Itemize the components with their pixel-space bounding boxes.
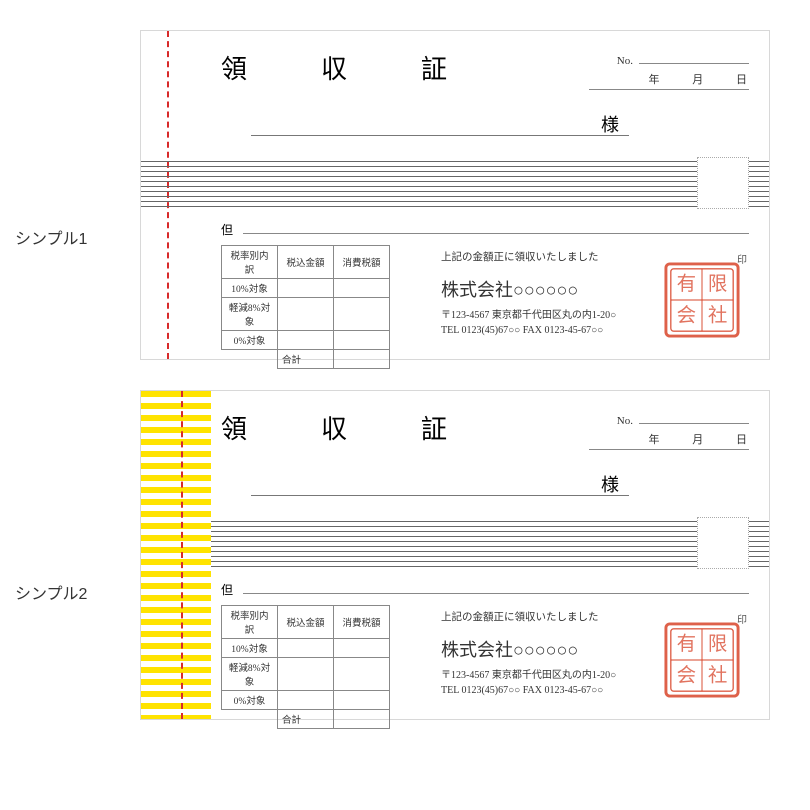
tax-row-3: 0%対象 (222, 331, 278, 350)
sama-label: 様 (601, 111, 619, 137)
tax-total-label: 合計 (278, 350, 334, 369)
recipient-line (251, 495, 629, 496)
svg-text:社: 社 (708, 304, 728, 326)
year-label: 年 (649, 434, 660, 446)
year-label: 年 (649, 74, 660, 86)
tax-breakdown-table: 税率別内訳 税込金額 消費税額 10%対象 軽減8%対象 0%対象 合計 (221, 245, 390, 369)
tax-row-2: 軽減8%対象 (222, 658, 278, 691)
no-label: No. (617, 415, 633, 427)
svg-text:有: 有 (677, 633, 697, 655)
company-seal-icon: 有 限 会 社 (663, 261, 741, 339)
month-label: 月 (692, 434, 703, 446)
company-seal-icon: 有 限 会 社 (663, 621, 741, 699)
month-label: 月 (692, 74, 703, 86)
svg-text:限: 限 (708, 633, 728, 655)
design-label-2: シンプル2 (15, 580, 87, 604)
svg-text:有: 有 (677, 273, 697, 295)
amount-ruled-band (141, 161, 769, 207)
but-label: 但 (221, 581, 233, 598)
no-label: No. (617, 55, 633, 67)
svg-text:限: 限 (708, 273, 728, 295)
amount-ruled-band (211, 521, 769, 567)
revenue-stamp-box (697, 157, 749, 209)
receipt-simple-1: 領 収 証 No. 年 月 日 様 但 税率別内訳 税込金額 消費税額 (140, 30, 770, 360)
but-label: 但 (221, 221, 233, 238)
day-label: 日 (736, 434, 747, 446)
yellow-stripe-band (141, 391, 211, 719)
tax-row-3: 0%対象 (222, 691, 278, 710)
recipient-line (251, 135, 629, 136)
tax-header-3: 消費税額 (334, 606, 390, 639)
but-line (243, 593, 749, 594)
receipt-simple-2: 領 収 証 No. 年 月 日 様 但 税率別内訳 税込金額 消費税額 (140, 390, 770, 720)
tax-row-1: 10%対象 (222, 279, 278, 298)
tax-row-2: 軽減8%対象 (222, 298, 278, 331)
tax-breakdown-table: 税率別内訳 税込金額 消費税額 10%対象 軽減8%対象 0%対象 合計 (221, 605, 390, 729)
but-line (243, 233, 749, 234)
tax-header-1: 税率別内訳 (222, 246, 278, 279)
day-label: 日 (736, 74, 747, 86)
tax-header-1: 税率別内訳 (222, 606, 278, 639)
sama-label: 様 (601, 471, 619, 497)
design-label-1: シンプル1 (15, 225, 87, 249)
svg-text:社: 社 (708, 664, 728, 686)
tax-header-3: 消費税額 (334, 246, 390, 279)
svg-text:会: 会 (677, 304, 697, 326)
tax-header-2: 税込金額 (278, 246, 334, 279)
tax-header-2: 税込金額 (278, 606, 334, 639)
tax-row-1: 10%対象 (222, 639, 278, 658)
revenue-stamp-box (697, 517, 749, 569)
tax-total-label: 合計 (278, 710, 334, 729)
perforation-line (181, 391, 183, 719)
svg-text:会: 会 (677, 664, 697, 686)
